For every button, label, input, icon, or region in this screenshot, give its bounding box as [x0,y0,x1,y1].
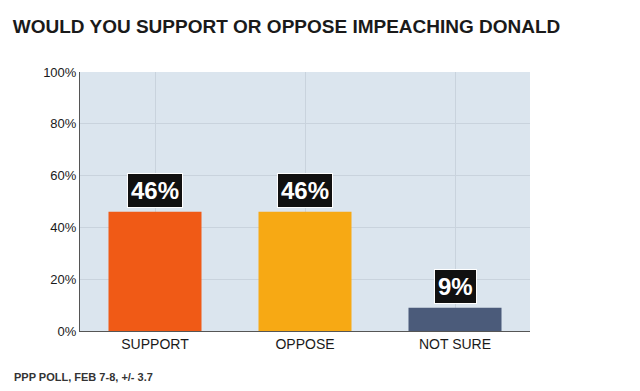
svg-text:46%: 46% [131,177,179,204]
svg-text:SUPPORT: SUPPORT [121,336,189,352]
svg-text:WOULD YOU SUPPORT OR OPPOSE IM: WOULD YOU SUPPORT OR OPPOSE IMPEACHING D… [13,16,561,37]
svg-text:0%: 0% [58,324,77,339]
svg-text:100%: 100% [43,65,77,80]
svg-text:PPP POLL, FEB 7-8, +/- 3.7: PPP POLL, FEB 7-8, +/- 3.7 [14,371,153,383]
svg-text:80%: 80% [50,116,76,131]
svg-text:20%: 20% [50,272,76,287]
svg-text:OPPOSE: OPPOSE [275,336,334,352]
svg-text:40%: 40% [50,220,76,235]
svg-text:9%: 9% [438,273,473,300]
svg-text:60%: 60% [50,168,76,183]
svg-text:NOT SURE: NOT SURE [419,336,491,352]
svg-text:46%: 46% [281,177,329,204]
